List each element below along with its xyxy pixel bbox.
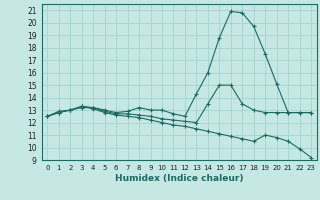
X-axis label: Humidex (Indice chaleur): Humidex (Indice chaleur) bbox=[115, 174, 244, 183]
